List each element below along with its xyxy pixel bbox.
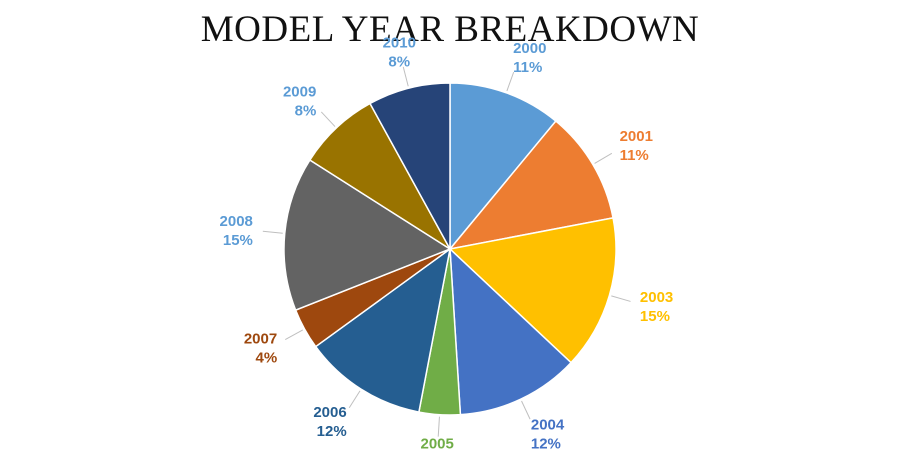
- slice-label-2006: 2006 12%: [313, 404, 346, 440]
- slice-percent-2004: 12%: [531, 436, 561, 450]
- slice-label-2007: 2007 4%: [244, 330, 277, 366]
- pie-slice-2008: [283, 159, 452, 312]
- slice-percent-2000: 11%: [513, 59, 542, 76]
- chart-title: MODEL YEAR BREAKDOWN: [200, 9, 700, 50]
- leader-line-2008: [262, 230, 283, 234]
- slice-label-2003: 2003 15%: [640, 289, 673, 325]
- slice-labels: 200011%200111%200315%200412%20054%200612…: [220, 34, 674, 450]
- pie-slice-2000: [449, 82, 557, 252]
- slice-label-2004: 2004 12%: [531, 417, 565, 450]
- pie-slice-2010: [369, 82, 451, 250]
- slice-percent-2009: 8%: [295, 102, 317, 119]
- slice-percent-2007: 4%: [256, 349, 278, 366]
- slice-label-2008: 2008 15%: [220, 213, 253, 249]
- pie-slices: [283, 82, 617, 416]
- leader-line-2001: [594, 152, 613, 164]
- pie-slice-2003: [448, 217, 617, 364]
- slice-year-2006: 2006: [313, 404, 346, 421]
- pie-slice-2006: [314, 247, 452, 413]
- slice-percent-2006: 12%: [317, 423, 347, 440]
- slice-year-2009: 2009: [283, 83, 316, 100]
- slice-percent-2008: 15%: [223, 232, 253, 249]
- slice-percent-2003: 15%: [640, 308, 670, 325]
- slice-year-2008: 2008: [220, 213, 253, 230]
- pie-slice-2001: [448, 120, 614, 251]
- leader-line-2005: [437, 416, 440, 437]
- leader-line-2006: [348, 390, 361, 408]
- leader-line-2009: [320, 111, 336, 127]
- leader-line-2004: [521, 400, 531, 420]
- leader-line-2003: [611, 295, 631, 302]
- slice-label-2009: 2009 8%: [283, 83, 316, 119]
- slice-year-2004: 2004: [531, 417, 565, 434]
- pie-slice-2004: [449, 247, 573, 416]
- slice-label-2005: 20054%: [421, 436, 454, 450]
- leader-line-2007: [285, 329, 304, 341]
- leader-line-2010: [402, 66, 409, 87]
- slice-year-2001: 2001: [620, 128, 653, 145]
- leader-line-2000: [506, 71, 515, 92]
- slice-year-2010: 2010: [383, 34, 416, 51]
- slice-year-2000: 2000: [513, 40, 546, 57]
- slice-label-2010: 2010 8%: [383, 34, 416, 70]
- slice-label-2001: 2001 11%: [620, 128, 653, 164]
- slice-year-2005: 2005: [421, 436, 454, 450]
- slice-label-2000: 2000 11%: [513, 40, 546, 76]
- slice-year-2003: 2003: [640, 289, 673, 306]
- slice-percent-2010: 8%: [388, 53, 410, 70]
- slice-percent-2001: 11%: [620, 147, 649, 164]
- leader-lines: [262, 66, 631, 437]
- slice-year-2007: 2007: [244, 330, 277, 347]
